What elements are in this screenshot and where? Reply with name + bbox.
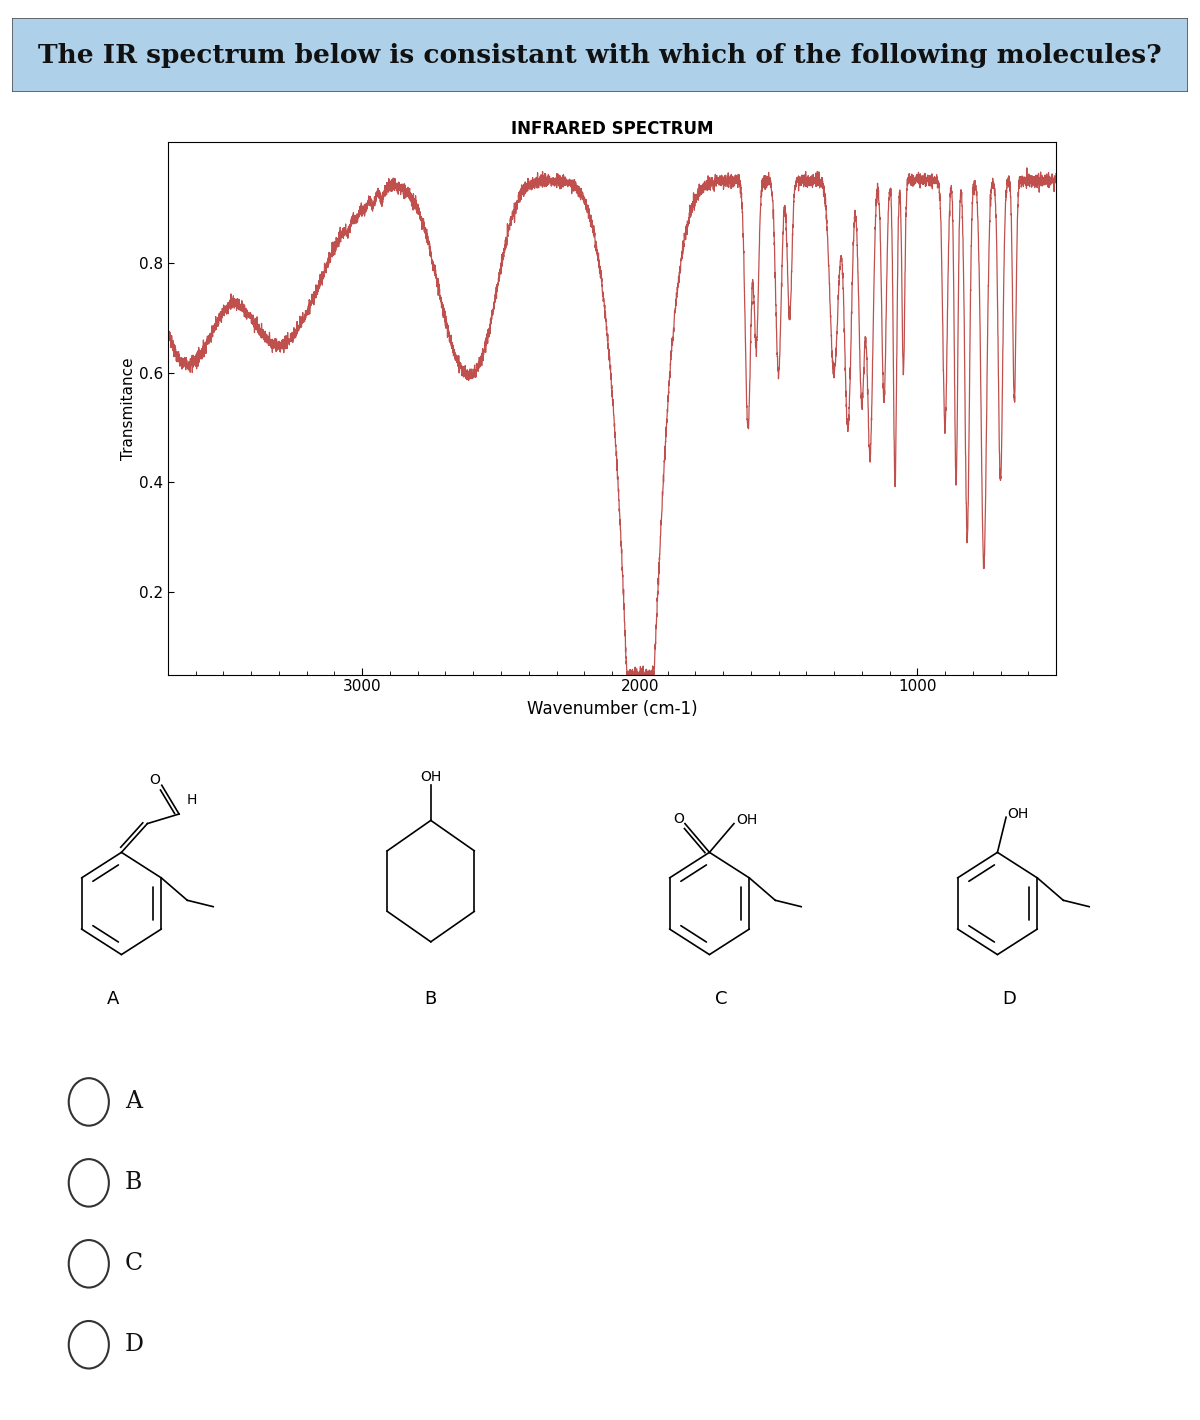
Text: OH: OH	[420, 770, 442, 784]
Text: A: A	[125, 1091, 142, 1113]
Text: B: B	[125, 1172, 142, 1194]
Y-axis label: Transmitance: Transmitance	[121, 356, 136, 460]
Text: A: A	[107, 990, 119, 1008]
FancyBboxPatch shape	[12, 18, 1188, 92]
Text: C: C	[125, 1252, 143, 1275]
Title: INFRARED SPECTRUM: INFRARED SPECTRUM	[511, 119, 713, 138]
Text: B: B	[425, 990, 437, 1008]
Text: The IR spectrum below is consistant with which of the following molecules?: The IR spectrum below is consistant with…	[38, 43, 1162, 68]
X-axis label: Wavenumber (cm-1): Wavenumber (cm-1)	[527, 700, 697, 719]
Text: C: C	[715, 990, 727, 1008]
Text: H: H	[187, 792, 197, 807]
Text: OH: OH	[737, 814, 757, 828]
Text: D: D	[1002, 990, 1016, 1008]
Text: OH: OH	[1007, 807, 1028, 821]
Text: O: O	[673, 812, 684, 826]
Text: O: O	[149, 774, 160, 788]
Text: D: D	[125, 1333, 144, 1356]
